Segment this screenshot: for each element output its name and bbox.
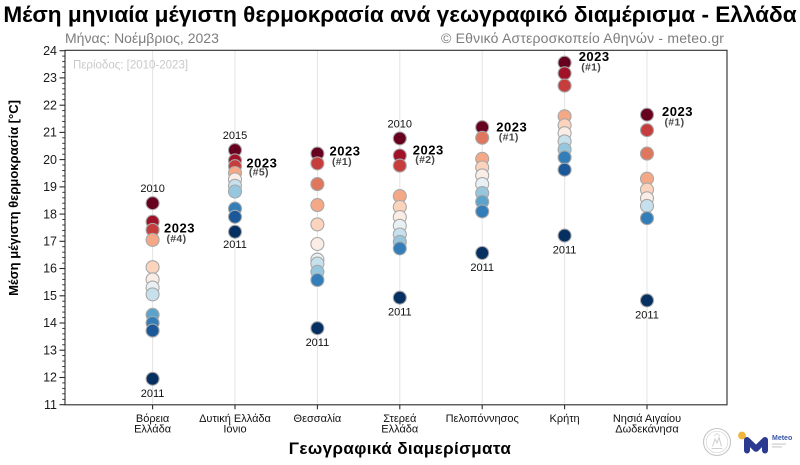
svg-text:Κρήτη: Κρήτη (550, 413, 580, 425)
svg-text:2011: 2011 (635, 309, 659, 321)
svg-text:19: 19 (43, 180, 57, 194)
svg-text:22: 22 (43, 98, 57, 112)
svg-text:11: 11 (44, 398, 57, 412)
svg-text:(#4): (#4) (167, 233, 187, 245)
svg-text:2023: 2023 (662, 104, 693, 119)
svg-text:Ελλάδα: Ελλάδα (134, 424, 172, 436)
svg-text:2023: 2023 (164, 220, 195, 235)
svg-text:16: 16 (43, 262, 57, 276)
svg-text:Νησιά Αιγαίου: Νησιά Αιγαίου (613, 413, 681, 425)
svg-text:2010: 2010 (388, 118, 412, 130)
svg-text:2011: 2011 (470, 262, 494, 274)
svg-text:(#1): (#1) (499, 131, 519, 143)
svg-text:Γεωγραφικά διαμερίσματα: Γεωγραφικά διαμερίσματα (289, 439, 512, 458)
svg-text:12: 12 (43, 371, 57, 385)
svg-text:24: 24 (43, 44, 57, 58)
svg-text:Ελλάδα: Ελλάδα (381, 424, 419, 436)
svg-text:Βόρεια: Βόρεια (136, 413, 170, 425)
svg-text:(#1): (#1) (665, 116, 685, 128)
svg-text:Ιόνιο: Ιόνιο (223, 424, 246, 436)
svg-text:2023: 2023 (413, 142, 444, 157)
svg-text:2011: 2011 (141, 388, 165, 400)
svg-text:13: 13 (43, 343, 57, 357)
svg-text:Δυτική Ελλάδα: Δυτική Ελλάδα (199, 413, 271, 425)
svg-text:2011: 2011 (306, 337, 330, 349)
svg-text:(#1): (#1) (332, 156, 352, 168)
svg-text:21: 21 (43, 126, 57, 140)
svg-text:Meteo: Meteo (772, 435, 792, 442)
svg-text:2011: 2011 (223, 239, 247, 251)
svg-text:(#5): (#5) (249, 166, 269, 178)
svg-text:Στερεά: Στερεά (383, 413, 417, 425)
svg-text:Περίοδος: [2010-2023]: Περίοδος: [2010-2023] (73, 60, 188, 72)
svg-text:(#1): (#1) (581, 61, 601, 73)
svg-text:Πελοπόννησος: Πελοπόννησος (446, 413, 519, 425)
svg-text:2023: 2023 (579, 49, 610, 64)
svg-text:Μέση μέγιστη θερμοκρασία [°C]: Μέση μέγιστη θερμοκρασία [°C] (6, 100, 21, 296)
svg-text:2015: 2015 (223, 130, 247, 142)
svg-text:2011: 2011 (553, 245, 577, 257)
svg-text:(#2): (#2) (415, 154, 435, 166)
svg-text:17: 17 (43, 235, 57, 249)
svg-text:Θεσσαλία: Θεσσαλία (294, 413, 342, 425)
svg-text:2023: 2023 (496, 120, 527, 135)
svg-text:2011: 2011 (388, 307, 412, 319)
svg-text:20: 20 (43, 153, 57, 167)
svg-text:Δωδεκάνησα: Δωδεκάνησα (615, 424, 679, 436)
svg-text:18: 18 (43, 207, 57, 221)
svg-text:23: 23 (43, 71, 57, 85)
svg-text:2023: 2023 (246, 156, 277, 171)
svg-text:2010: 2010 (140, 183, 164, 195)
svg-text:2023: 2023 (330, 144, 361, 159)
svg-text:15: 15 (43, 289, 57, 303)
svg-text:14: 14 (43, 316, 57, 330)
